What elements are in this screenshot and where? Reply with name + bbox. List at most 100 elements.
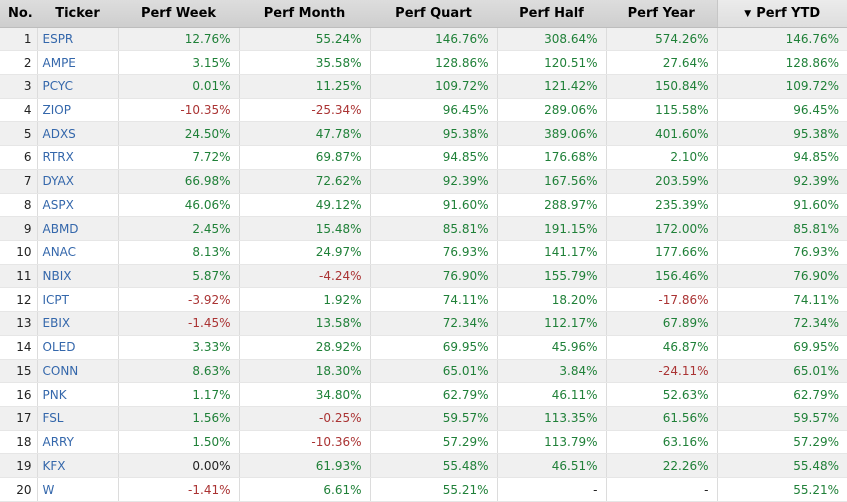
ticker-link[interactable]: ICPT: [42, 292, 69, 307]
perf-month-cell: 6.61%: [239, 477, 371, 502]
perf-year-cell: 172.00%: [606, 216, 718, 241]
perf-month-cell: 72.62%: [239, 169, 371, 194]
perf-ytd-cell: 57.29%: [717, 430, 847, 455]
ticker-link[interactable]: CONN: [42, 363, 79, 378]
perf-quart-cell: 95.38%: [370, 121, 498, 147]
table-row: 20 W -1.41% 6.61% 55.21% - -55.21%: [0, 477, 847, 502]
ticker-cell: ESPR: [37, 27, 119, 52]
perf-ytd-cell: 55.21%: [717, 477, 847, 502]
ticker-link[interactable]: NBIX: [42, 269, 72, 284]
ticker-link[interactable]: W: [42, 482, 55, 497]
ticker-link[interactable]: EBIX: [42, 316, 71, 331]
perf-year-cell: 115.58%: [606, 98, 718, 123]
perf-ytd-cell: 92.39%: [717, 169, 847, 194]
ticker-link[interactable]: PNK: [42, 387, 67, 402]
perf-week-cell: 8.13%: [118, 240, 240, 265]
sort-descending-icon: ▼: [744, 8, 752, 19]
perf-half-cell: 289.06%: [497, 98, 607, 123]
ticker-link[interactable]: OLED: [42, 340, 76, 355]
ticker-link[interactable]: AMPE: [42, 55, 76, 70]
ticker-cell: ICPT: [37, 287, 119, 313]
table-row: 3 PCYC 0.01% 11.25% 109.72% 121.42% 150.84% 109…: [0, 74, 847, 99]
table-row: 18 ARRY 1.50% -10.36% 57.29% 113.79% 63.16% 57.…: [0, 430, 847, 455]
perf-week-cell: 1.50%: [118, 430, 240, 455]
table-row: 9 ABMD 2.45% 15.48% 85.81% 191.15% 172.00% 85.8…: [0, 216, 847, 241]
ticker-cell: ASPX: [37, 193, 119, 218]
ticker-cell: CONN: [37, 359, 119, 384]
ticker-link[interactable]: ESPR: [42, 31, 74, 46]
column-header-perf-ytd[interactable]: ▼ Perf YTD: [716, 0, 847, 28]
perf-half-cell: 3.84%: [497, 359, 607, 384]
ticker-cell: DYAX: [37, 169, 119, 194]
row-number: 8: [0, 193, 38, 218]
perf-quart-cell: 92.39%: [370, 169, 498, 194]
perf-half-cell: 46.51%: [497, 453, 607, 479]
column-header-perf-year[interactable]: Perf Year: [606, 0, 717, 28]
perf-ytd-cell: 91.60%: [717, 193, 847, 218]
perf-week-cell: 1.56%: [118, 406, 240, 431]
perf-week-cell: 8.63%: [118, 359, 240, 384]
perf-year-cell: 177.66%: [606, 240, 718, 265]
table-row: 1 ESPR 12.76% 55.24% 146.76% 308.64% 574.26% 14…: [0, 27, 847, 52]
ticker-link[interactable]: RTRX: [42, 150, 74, 165]
table-row: 15 CONN 8.63% 18.30% 65.01% 3.84% -24.11% 65.01…: [0, 359, 847, 384]
perf-month-cell: 11.25%: [239, 74, 371, 99]
perf-quart-cell: 55.48%: [370, 453, 498, 479]
ticker-link[interactable]: ANAC: [42, 245, 77, 260]
perf-half-cell: 308.64%: [497, 27, 607, 52]
perf-week-cell: 3.15%: [118, 50, 240, 75]
perf-half-cell: 113.79%: [497, 430, 607, 455]
table-row: 5 ADXS 24.50% 47.78% 95.38% 389.06% 401.60% 95.…: [0, 121, 847, 147]
table-row: 14 OLED 3.33% 28.92% 69.95% 45.96% 46.87% 69.95…: [0, 335, 847, 360]
perf-year-cell: -24.11%: [606, 359, 718, 384]
perf-month-cell: 55.24%: [239, 27, 371, 52]
perf-week-cell: 46.06%: [118, 193, 240, 218]
perf-half-cell: 167.56%: [497, 169, 607, 194]
row-number: 13: [0, 311, 38, 336]
perf-half-cell: 45.96%: [497, 335, 607, 360]
perf-month-cell: 49.12%: [239, 193, 371, 218]
perf-half-cell: 113.35%: [497, 406, 607, 431]
table-row: 12 ICPT -3.92% 1.92% 74.11% 18.20% -17.86% 74.1…: [0, 287, 847, 313]
perf-month-cell: -0.25%: [239, 406, 371, 431]
ticker-link[interactable]: ARRY: [42, 435, 74, 450]
perf-ytd-cell: 65.01%: [717, 359, 847, 384]
ticker-link[interactable]: KFX: [42, 458, 66, 473]
perf-year-cell: 156.46%: [606, 264, 718, 289]
ticker-cell: ADXS: [37, 121, 119, 147]
ticker-cell: NBIX: [37, 264, 119, 289]
ticker-cell: KFX: [37, 453, 119, 479]
ticker-link[interactable]: FSL: [42, 411, 64, 426]
column-header-no[interactable]: No.: [0, 0, 37, 28]
ticker-link[interactable]: ABMD: [42, 221, 79, 236]
perf-year-cell: -: [606, 477, 718, 502]
column-header-perf-month[interactable]: Perf Month: [239, 0, 370, 28]
ticker-cell: AMPE: [37, 50, 119, 75]
column-header-perf-half[interactable]: Perf Half: [497, 0, 606, 28]
perf-month-cell: 69.87%: [239, 145, 371, 170]
perf-year-cell: 22.26%: [606, 453, 718, 479]
ticker-link[interactable]: ASPX: [42, 197, 74, 212]
perf-ytd-cell: 85.81%: [717, 216, 847, 241]
column-header-perf-week[interactable]: Perf Week: [118, 0, 239, 28]
ticker-cell: PCYC: [37, 74, 119, 99]
ticker-link[interactable]: ADXS: [42, 126, 76, 141]
perf-half-cell: 112.17%: [497, 311, 607, 336]
perf-quart-cell: 65.01%: [370, 359, 498, 384]
column-header-ticker[interactable]: Ticker: [37, 0, 118, 28]
row-number: 19: [0, 453, 38, 479]
table-row: 8 ASPX 46.06% 49.12% 91.60% 288.97% 235.39% 91.…: [0, 193, 847, 218]
ticker-link[interactable]: DYAX: [42, 174, 74, 189]
ticker-link[interactable]: PCYC: [42, 79, 73, 94]
column-header-perf-quart[interactable]: Perf Quart: [370, 0, 497, 28]
perf-week-cell: 12.76%: [118, 27, 240, 52]
perf-week-cell: -10.35%: [118, 98, 240, 123]
perf-week-cell: 0.01%: [118, 74, 240, 99]
perf-year-cell: 67.89%: [606, 311, 718, 336]
perf-week-cell: 24.50%: [118, 121, 240, 147]
perf-ytd-cell: 72.34%: [717, 311, 847, 336]
table-row: 10 ANAC 8.13% 24.97% 76.93% 141.17% 177.66% 76.…: [0, 240, 847, 265]
ticker-link[interactable]: ZIOP: [42, 103, 71, 118]
perf-year-cell: 150.84%: [606, 74, 718, 99]
perf-half-cell: 120.51%: [497, 50, 607, 75]
